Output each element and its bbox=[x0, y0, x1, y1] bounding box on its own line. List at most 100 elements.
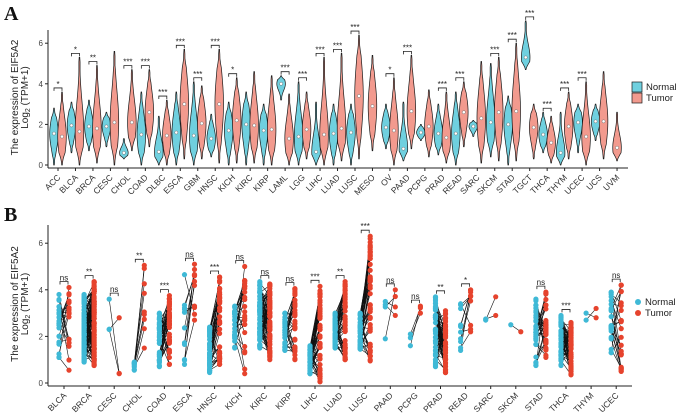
paired-group bbox=[458, 287, 474, 353]
tumor-point bbox=[166, 320, 172, 326]
tumor-median-marker bbox=[287, 136, 291, 141]
tumor-point bbox=[91, 306, 97, 312]
tumor-point bbox=[367, 236, 373, 242]
x-tick-label: ESCA bbox=[161, 172, 185, 196]
normal-median-marker bbox=[122, 151, 126, 155]
tumor-point bbox=[242, 289, 248, 295]
tumor-violin bbox=[336, 53, 347, 162]
tumor-point bbox=[618, 348, 624, 354]
tumor-violin bbox=[109, 50, 120, 166]
significance-bracket bbox=[333, 48, 342, 53]
tumor-point bbox=[317, 333, 323, 339]
x-tick-label: KICH bbox=[216, 172, 237, 193]
normal-point bbox=[257, 279, 263, 285]
significance-bracket bbox=[193, 77, 203, 81]
normal-point bbox=[232, 321, 238, 328]
tumor-point bbox=[568, 353, 574, 360]
significance-label: *** bbox=[160, 282, 169, 291]
tumor-median-marker bbox=[549, 140, 553, 145]
normal-point bbox=[257, 343, 263, 350]
tumor-point bbox=[417, 305, 423, 311]
normal-point bbox=[458, 305, 464, 312]
significance-bracket bbox=[385, 283, 395, 287]
pair-line bbox=[610, 327, 622, 369]
normal-violin bbox=[258, 103, 269, 166]
significance-bracket bbox=[411, 299, 420, 304]
normal-point bbox=[81, 358, 87, 364]
normal-point bbox=[533, 308, 539, 314]
x-tick-label: UCEC bbox=[597, 390, 621, 414]
pair-line bbox=[58, 357, 70, 371]
normal-median-marker bbox=[191, 133, 196, 138]
tumor-median-marker bbox=[252, 123, 256, 128]
significance-bracket bbox=[185, 257, 194, 262]
normal-point bbox=[608, 305, 614, 311]
tumor-median-marker bbox=[370, 104, 375, 108]
tumor-point bbox=[267, 289, 273, 295]
significance-label: ns bbox=[185, 250, 193, 259]
significance-label: * bbox=[464, 276, 467, 285]
x-tick-label: COAD bbox=[125, 172, 149, 196]
significance-bracket bbox=[260, 275, 270, 279]
normal-point bbox=[207, 369, 213, 375]
normal-point bbox=[257, 309, 263, 315]
tumor-point bbox=[166, 361, 172, 367]
paired-group bbox=[156, 293, 172, 370]
tumor-point bbox=[217, 285, 223, 291]
normal-point bbox=[156, 334, 162, 340]
tumor-point bbox=[317, 366, 323, 372]
normal-point bbox=[156, 357, 162, 363]
tumor-violin bbox=[424, 89, 434, 158]
tumor-median-marker bbox=[566, 124, 571, 129]
tumor-point bbox=[66, 367, 72, 373]
significance-bracket bbox=[310, 279, 320, 284]
normal-point bbox=[307, 358, 313, 364]
normal-point bbox=[458, 345, 464, 351]
significance-bracket bbox=[561, 309, 571, 313]
significance-bracket bbox=[228, 73, 238, 77]
normal-point bbox=[382, 304, 388, 310]
tumor-violin bbox=[494, 57, 504, 162]
normal-median-marker bbox=[401, 146, 406, 151]
normal-median-marker bbox=[226, 128, 231, 133]
normal-median-marker bbox=[139, 132, 144, 137]
pair-line bbox=[134, 314, 145, 363]
tumor-median-marker bbox=[60, 134, 64, 139]
normal-point bbox=[257, 282, 263, 288]
tumor-point bbox=[242, 278, 248, 284]
tumor-median-marker bbox=[322, 132, 326, 137]
tumor-point bbox=[543, 291, 549, 297]
normal-point bbox=[533, 323, 539, 329]
y-axis-units-subscript: 2 bbox=[25, 315, 32, 319]
tumor-point bbox=[367, 309, 373, 315]
normal-point bbox=[257, 330, 263, 336]
tumor-point bbox=[166, 324, 172, 331]
normal-point bbox=[357, 337, 363, 343]
normal-point bbox=[257, 336, 263, 342]
tumor-point bbox=[166, 296, 172, 302]
tumor-point bbox=[618, 288, 624, 294]
normal-point bbox=[181, 325, 188, 331]
normal-median-marker bbox=[541, 132, 545, 137]
tumor-point bbox=[367, 255, 373, 262]
normal-point bbox=[608, 289, 614, 295]
normal-point bbox=[207, 340, 213, 347]
tumor-violin bbox=[612, 111, 622, 162]
significance-bracket bbox=[525, 16, 535, 20]
tumor-point bbox=[217, 344, 223, 350]
significance-bracket bbox=[280, 71, 290, 75]
tumor-median-marker bbox=[462, 110, 466, 115]
tumor-median-marker bbox=[339, 126, 344, 131]
tumor-point bbox=[317, 283, 323, 289]
normal-point bbox=[181, 361, 188, 367]
x-tick-label: PCPG bbox=[396, 390, 420, 414]
normal-median-marker bbox=[261, 128, 266, 133]
tumor-point bbox=[267, 342, 273, 348]
normal-median-marker bbox=[436, 131, 441, 136]
normal-violin bbox=[573, 103, 583, 154]
tumor-point bbox=[141, 290, 147, 296]
significance-label: *** bbox=[193, 70, 202, 79]
normal-median-marker bbox=[52, 131, 56, 136]
tumor-point bbox=[141, 311, 147, 317]
